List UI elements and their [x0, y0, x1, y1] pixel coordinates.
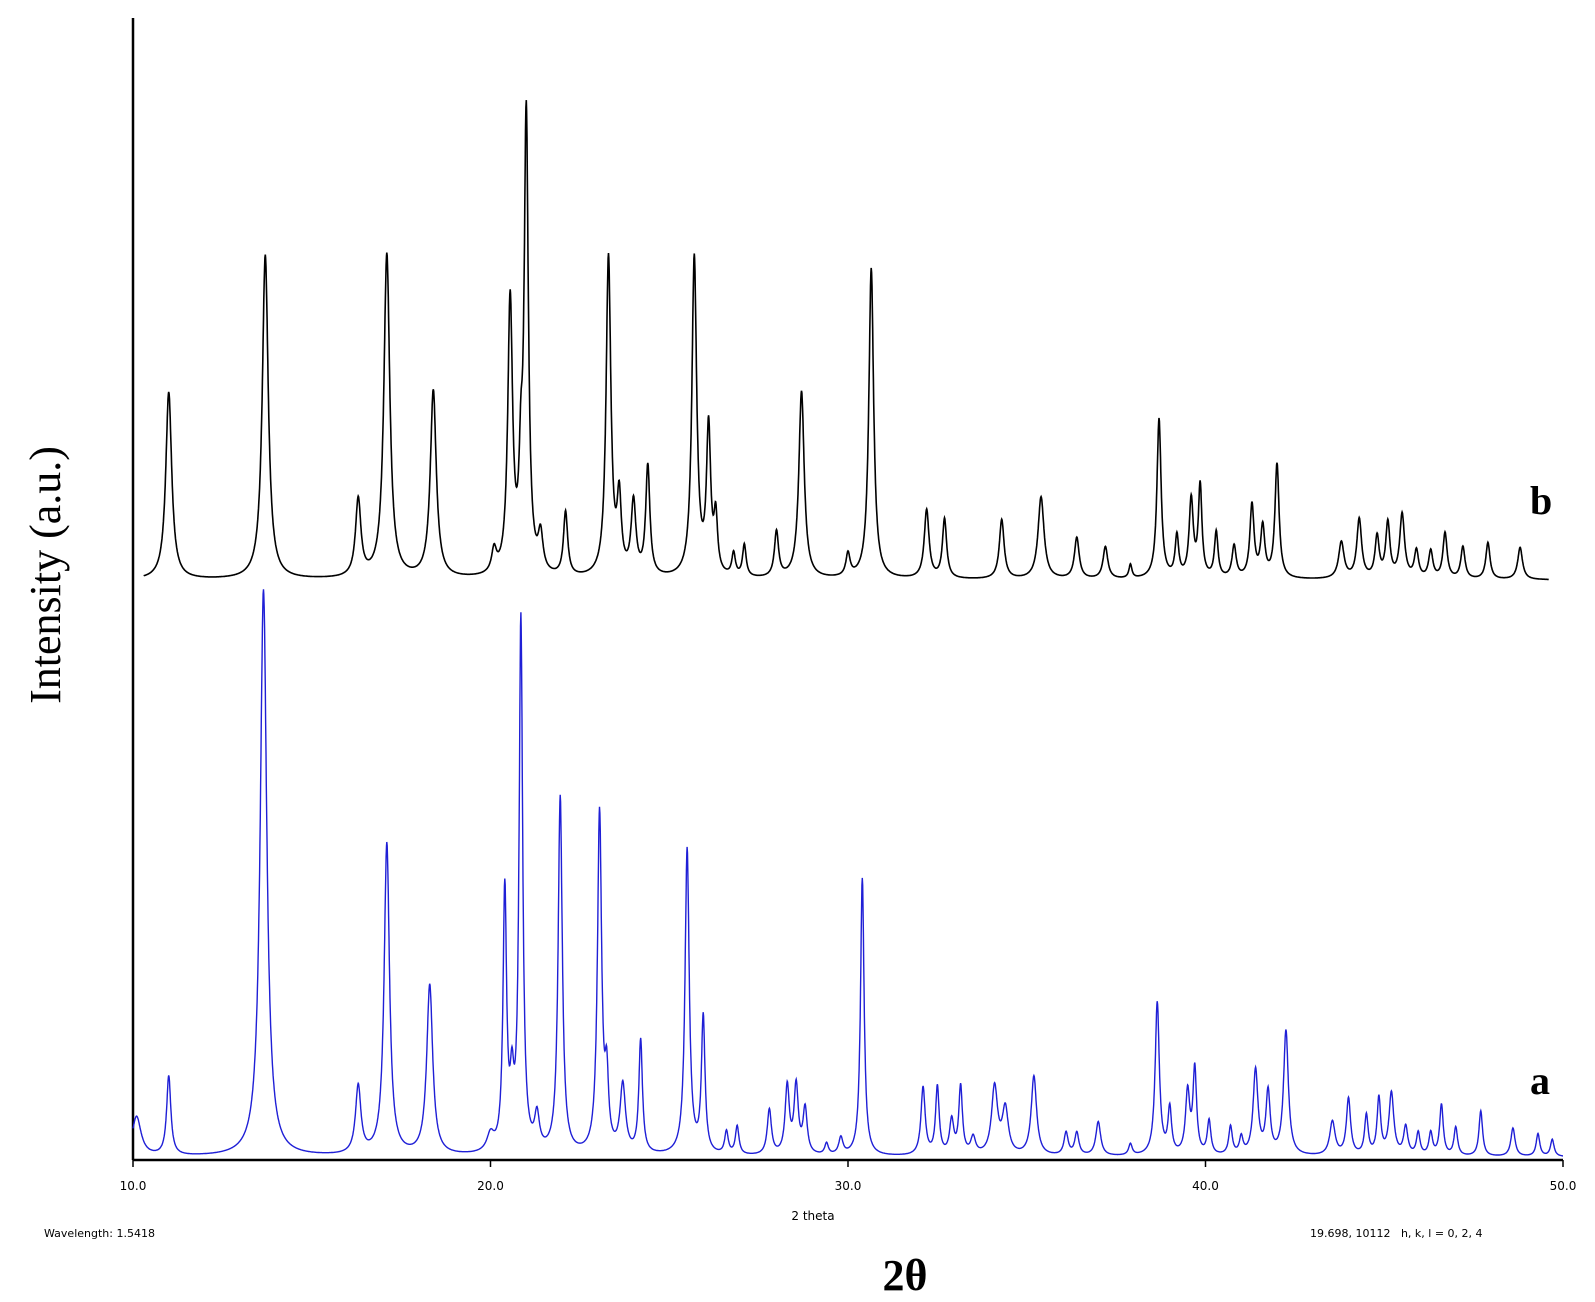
x-tick-label: 20.0 [477, 1179, 504, 1193]
series-a-label: a [1530, 1058, 1550, 1103]
x-tick-label: 40.0 [1192, 1179, 1219, 1193]
y-axis-label: Intensity (a.u.) [21, 446, 70, 704]
cursor-readout: 19.698, 10112 h, k, l = 0, 2, 4 [1310, 1227, 1483, 1240]
x-tick-label: 10.0 [120, 1179, 147, 1193]
inner-x-axis-label: 2 theta [791, 1209, 834, 1223]
x-tick-label: 50.0 [1550, 1179, 1577, 1193]
series-a-line [132, 589, 1563, 1157]
x-axis-label: 2θ [883, 1251, 928, 1300]
wavelength-readout: Wavelength: 1.5418 [44, 1227, 155, 1240]
x-ticks: 10.0 20.0 30.0 40.0 50.0 [120, 1160, 1577, 1193]
series-b-line [143, 100, 1549, 581]
x-tick-label: 30.0 [835, 1179, 862, 1193]
series-b-label: b [1530, 478, 1552, 523]
